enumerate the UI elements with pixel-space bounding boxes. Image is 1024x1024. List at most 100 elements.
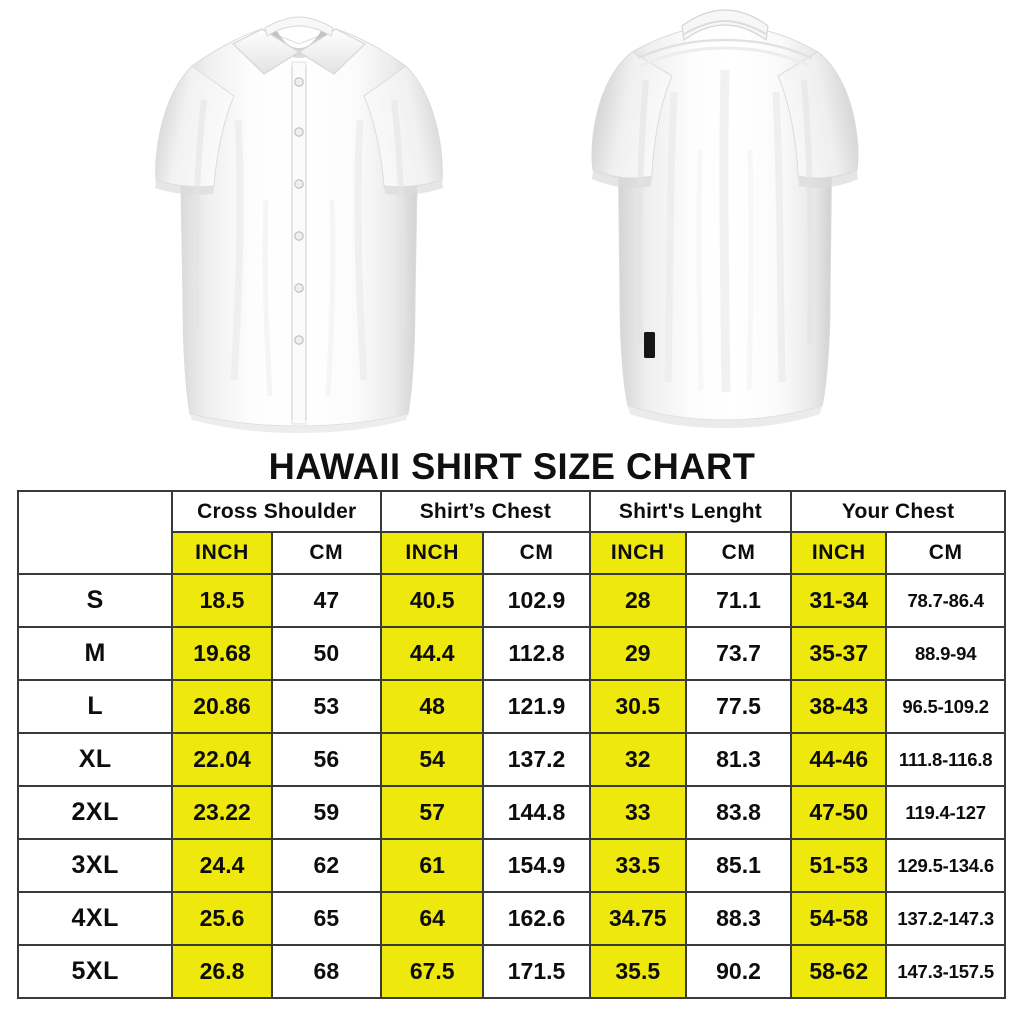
cell-chest-inch: 44.4 <box>380 626 485 681</box>
cell-your-chest-inch: 47-50 <box>790 785 888 840</box>
unit-header-your-chest-cm: CM <box>885 531 1006 575</box>
cell-your-chest-cm: 129.5-134.6 <box>885 838 1006 893</box>
table-row: M 19.68 50 44.4 112.8 29 73.7 35-37 88.9… <box>16 626 1006 681</box>
cell-length-cm: 71.1 <box>684 573 793 628</box>
group-header-shirts-lenght: Shirt's Lenght <box>588 490 793 533</box>
cell-cross-shoulder-cm: 59 <box>270 785 383 840</box>
cell-length-inch: 35.5 <box>588 944 687 999</box>
cell-your-chest-cm: 147.3-157.5 <box>885 944 1006 999</box>
cell-chest-cm: 154.9 <box>482 838 591 893</box>
size-label: XL <box>16 732 174 787</box>
cell-cross-shoulder-cm: 62 <box>270 838 383 893</box>
unit-header-chest-cm: CM <box>482 531 591 575</box>
cell-cross-shoulder-inch: 25.6 <box>171 891 273 946</box>
size-label: 4XL <box>16 891 174 946</box>
cell-length-cm: 88.3 <box>684 891 793 946</box>
cell-chest-inch: 64 <box>380 891 485 946</box>
table-row: XL 22.04 56 54 137.2 32 81.3 44-46 111.8… <box>16 732 1006 787</box>
group-header-row: Cross Shoulder Shirt’s Chest Shirt's Len… <box>16 490 1006 575</box>
unit-header-cross-shoulder-cm: CM <box>270 531 383 575</box>
cell-cross-shoulder-cm: 56 <box>270 732 383 787</box>
cell-cross-shoulder-cm: 68 <box>270 944 383 999</box>
cell-length-cm: 83.8 <box>684 785 793 840</box>
cell-your-chest-cm: 96.5-109.2 <box>885 679 1006 734</box>
cell-your-chest-inch: 44-46 <box>790 732 888 787</box>
cell-length-inch: 32 <box>588 732 687 787</box>
cell-chest-inch: 57 <box>380 785 485 840</box>
cell-length-cm: 81.3 <box>684 732 793 787</box>
cell-your-chest-cm: 78.7-86.4 <box>885 573 1006 628</box>
unit-header-chest-inch: INCH <box>380 531 485 575</box>
cell-chest-inch: 40.5 <box>380 573 485 628</box>
unit-header-your-chest-inch: INCH <box>790 531 888 575</box>
cell-length-inch: 33.5 <box>588 838 687 893</box>
unit-header-length-cm: CM <box>684 531 793 575</box>
table-row: L 20.86 53 48 121.9 30.5 77.5 38-43 96.5… <box>16 679 1006 734</box>
cell-your-chest-inch: 31-34 <box>790 573 888 628</box>
cell-chest-cm: 144.8 <box>482 785 591 840</box>
table-row: 5XL 26.8 68 67.5 171.5 35.5 90.2 58-62 1… <box>16 944 1006 999</box>
cell-cross-shoulder-cm: 53 <box>270 679 383 734</box>
unit-header-row: INCH CM INCH CM INCH CM INCH CM <box>18 531 1006 575</box>
table-row: 3XL 24.4 62 61 154.9 33.5 85.1 51-53 129… <box>16 838 1006 893</box>
group-header-your-chest: Your Chest <box>790 490 1006 533</box>
cell-cross-shoulder-inch: 20.86 <box>171 679 273 734</box>
cell-length-cm: 77.5 <box>684 679 793 734</box>
size-label: 2XL <box>16 785 174 840</box>
cell-cross-shoulder-cm: 65 <box>270 891 383 946</box>
cell-chest-cm: 121.9 <box>482 679 591 734</box>
cell-chest-cm: 102.9 <box>482 573 591 628</box>
cell-your-chest-cm: 137.2-147.3 <box>885 891 1006 946</box>
shirt-front-view <box>134 0 464 440</box>
cell-chest-cm: 137.2 <box>482 732 591 787</box>
cell-length-cm: 73.7 <box>684 626 793 681</box>
cell-chest-cm: 162.6 <box>482 891 591 946</box>
cell-cross-shoulder-inch: 26.8 <box>171 944 273 999</box>
cell-your-chest-inch: 51-53 <box>790 838 888 893</box>
cell-your-chest-inch: 35-37 <box>790 626 888 681</box>
cell-chest-cm: 112.8 <box>482 626 591 681</box>
cell-cross-shoulder-inch: 23.22 <box>171 785 273 840</box>
cell-length-cm: 85.1 <box>684 838 793 893</box>
table-row: S 18.5 47 40.5 102.9 28 71.1 31-34 78.7-… <box>16 573 1006 628</box>
cell-length-inch: 30.5 <box>588 679 687 734</box>
table-row: 2XL 23.22 59 57 144.8 33 83.8 47-50 119.… <box>16 785 1006 840</box>
page-title: HAWAII SHIRT SIZE CHART <box>268 446 756 487</box>
cell-your-chest-inch: 58-62 <box>790 944 888 999</box>
size-label: 3XL <box>16 838 174 893</box>
size-label: S <box>16 573 174 628</box>
cell-length-inch: 29 <box>588 626 687 681</box>
shirt-back-view <box>560 0 890 440</box>
shirt-back-illustration <box>591 9 859 428</box>
cell-chest-inch: 67.5 <box>380 944 485 999</box>
cell-your-chest-inch: 54-58 <box>790 891 888 946</box>
cell-chest-inch: 48 <box>380 679 485 734</box>
size-label: L <box>16 679 174 734</box>
size-label: 5XL <box>16 944 174 999</box>
cell-length-cm: 90.2 <box>684 944 793 999</box>
cell-chest-cm: 171.5 <box>482 944 591 999</box>
hem-tag <box>644 332 655 358</box>
cell-length-inch: 34.75 <box>588 891 687 946</box>
cell-chest-inch: 61 <box>380 838 485 893</box>
table-corner-blank <box>16 490 174 575</box>
table-row: 4XL 25.6 65 64 162.6 34.75 88.3 54-58 13… <box>16 891 1006 946</box>
cell-length-inch: 33 <box>588 785 687 840</box>
size-label: M <box>16 626 174 681</box>
cell-your-chest-inch: 38-43 <box>790 679 888 734</box>
cell-cross-shoulder-cm: 50 <box>270 626 383 681</box>
shirt-front-illustration <box>155 16 443 433</box>
cell-your-chest-cm: 111.8-116.8 <box>885 732 1006 787</box>
cell-chest-inch: 54 <box>380 732 485 787</box>
cell-your-chest-cm: 119.4-127 <box>885 785 1006 840</box>
unit-header-cross-shoulder-inch: INCH <box>171 531 273 575</box>
size-chart-table: Cross Shoulder Shirt’s Chest Shirt's Len… <box>16 490 1006 999</box>
cell-your-chest-cm: 88.9-94 <box>885 626 1006 681</box>
size-chart-container: Cross Shoulder Shirt’s Chest Shirt's Len… <box>16 490 1006 999</box>
cell-length-inch: 28 <box>588 573 687 628</box>
cell-cross-shoulder-inch: 24.4 <box>171 838 273 893</box>
product-image-band <box>0 0 1024 444</box>
cell-cross-shoulder-inch: 22.04 <box>171 732 273 787</box>
unit-header-length-inch: INCH <box>588 531 687 575</box>
cell-cross-shoulder-inch: 19.68 <box>171 626 273 681</box>
